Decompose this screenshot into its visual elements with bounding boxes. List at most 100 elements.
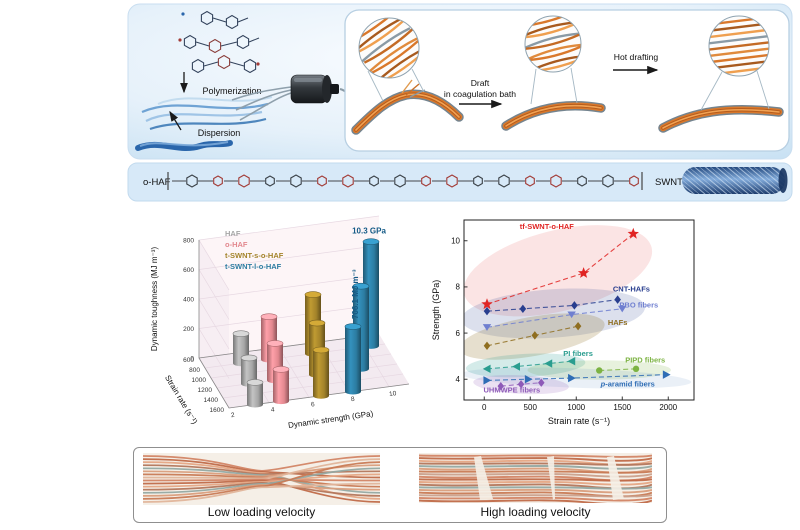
strength-axis-label: Dynamic strength (GPa) — [288, 409, 375, 430]
magnifier-3-ring — [708, 15, 770, 77]
trendline-6 — [486, 374, 667, 381]
process-schematic: Polymerization Dispersion — [127, 3, 793, 202]
caption-low-velocity: Low loading velocity — [207, 505, 316, 519]
series-label-5: PIPD fibers — [625, 356, 665, 365]
svg-text:8: 8 — [456, 283, 461, 292]
legend-HAF: HAF — [225, 229, 241, 238]
strength-strain-rate-chart: tf-SWNT-o-HAF CNT-HAFs PBO fibers HAFs PI fi… — [431, 219, 695, 426]
marker-diamond — [531, 331, 539, 340]
svg-text:4: 4 — [456, 375, 461, 384]
monomer-structures — [178, 10, 260, 74]
marker-triangle-right — [662, 370, 671, 379]
dispersion-arrow — [169, 110, 182, 131]
cylinder-o-HAF — [273, 369, 289, 405]
trendline-1 — [486, 299, 618, 312]
cylinder-t-SWNT-s-o-HAF — [313, 350, 329, 399]
svg-text:0: 0 — [482, 403, 487, 412]
series-label-2: PBO fibers — [619, 301, 658, 310]
marker-diamond — [538, 378, 545, 387]
marker-star — [577, 267, 590, 278]
fiber-bundle-drafted — [501, 101, 606, 131]
ohaf-label: o-HAF — [143, 177, 171, 188]
cylinder-t-SWNT-l-o-HAF — [345, 326, 361, 395]
legend-t-SWNT-s-o-HAF: t-SWNT-s-o-HAF — [225, 251, 284, 260]
svg-text:400: 400 — [183, 297, 194, 304]
polymerization-label: Polymerization — [202, 86, 261, 96]
svg-text:2000: 2000 — [659, 403, 677, 412]
svg-text:8: 8 — [351, 396, 356, 403]
marker-triangle-down — [618, 305, 627, 313]
svg-text:600: 600 — [183, 267, 194, 274]
feed-lines — [231, 86, 292, 121]
svg-text:1400: 1400 — [204, 397, 219, 404]
trendline-2 — [486, 308, 623, 328]
dispersed-fiber-highlight — [139, 141, 229, 147]
polymer-chain — [167, 172, 643, 190]
trendline-4 — [486, 360, 572, 370]
svg-text:6: 6 — [456, 329, 461, 338]
svg-text:800: 800 — [183, 238, 194, 245]
marker-star — [627, 227, 639, 239]
magnifier-connectors — [367, 67, 770, 111]
draft-label-line2: in coagulation bath — [444, 89, 516, 99]
marker-triangle-left — [544, 359, 553, 368]
series-label-1: CNT-HAFs — [613, 285, 650, 294]
series-label-4: PI fibers — [563, 349, 593, 358]
svg-text:800: 800 — [189, 367, 200, 374]
marker-triangle-left — [512, 362, 521, 371]
marker-diamond — [497, 381, 505, 391]
fiber-bundle-hot-drafted — [658, 104, 784, 133]
svg-text:200: 200 — [183, 326, 194, 333]
marker-triangle-right — [483, 376, 492, 385]
trendline-5 — [599, 368, 637, 372]
series-label-0: tf-SWNT-o-HAF — [520, 222, 575, 231]
polymer-strip-background — [127, 162, 793, 202]
fracture-image-low-velocity — [143, 453, 380, 505]
marker-triangle-down — [482, 324, 492, 331]
svg-text:4: 4 — [271, 406, 276, 413]
annotation: 706.1 MJ m⁻³ — [351, 269, 360, 319]
marker-diamond — [571, 301, 578, 310]
dynamic-toughness-chart: 0 200 400 600 800 600 800 1000 1200 1400 1600 2 4 6 8 1… — [150, 215, 410, 430]
legend-t-SWNT-l-o-HAF: t-SWNT-l-o-HAF — [225, 262, 282, 271]
magnifier-1-ring — [358, 17, 420, 79]
svg-text:2: 2 — [231, 412, 236, 419]
hot-drafting-label: Hot drafting — [614, 52, 659, 62]
marker-diamond — [483, 306, 491, 316]
svg-text:1000: 1000 — [567, 403, 585, 412]
marker-diamond — [614, 295, 621, 304]
series-label-7: UHMWPE fibers — [484, 386, 541, 395]
annotation: 10.3 GPa — [352, 227, 386, 236]
series-label-6: p-aramid fibers — [600, 380, 655, 389]
z-axis-label: Dynamic toughness (MJ m⁻³) — [150, 247, 159, 352]
marker-diamond — [517, 380, 525, 389]
trendline-0 — [486, 233, 634, 305]
swnt-label: SWNT — [655, 177, 683, 188]
marker-triangle-right — [524, 375, 533, 384]
x-axis-label: Strain rate (s⁻¹) — [548, 416, 610, 426]
svg-text:6: 6 — [311, 401, 316, 408]
marker-circle — [632, 365, 640, 373]
svg-text:0: 0 — [190, 356, 194, 363]
bundle1-fray — [401, 79, 426, 98]
legend-o-HAF: o-HAF — [225, 240, 248, 249]
svg-text:1600: 1600 — [210, 407, 225, 414]
region-shades — [464, 225, 692, 395]
magnifier-1 — [359, 18, 419, 78]
fracture-image-high-velocity — [419, 453, 652, 503]
svg-text:1500: 1500 — [613, 403, 631, 412]
marker-diamond — [519, 304, 527, 314]
marker-triangle-left — [567, 357, 576, 366]
marker-star — [481, 298, 493, 310]
marker-triangle-down — [567, 311, 576, 319]
marker-diamond — [483, 341, 491, 350]
svg-text:600: 600 — [183, 357, 194, 364]
series-label-3: HAFs — [608, 318, 628, 327]
y-axis-label: Strength (GPa) — [431, 280, 441, 341]
marker-diamond — [574, 321, 582, 331]
swnt-illustration — [682, 167, 788, 194]
dispersion-label: Dispersion — [198, 128, 241, 138]
cylinder-HAF — [247, 382, 263, 408]
marker-circle — [596, 367, 603, 374]
